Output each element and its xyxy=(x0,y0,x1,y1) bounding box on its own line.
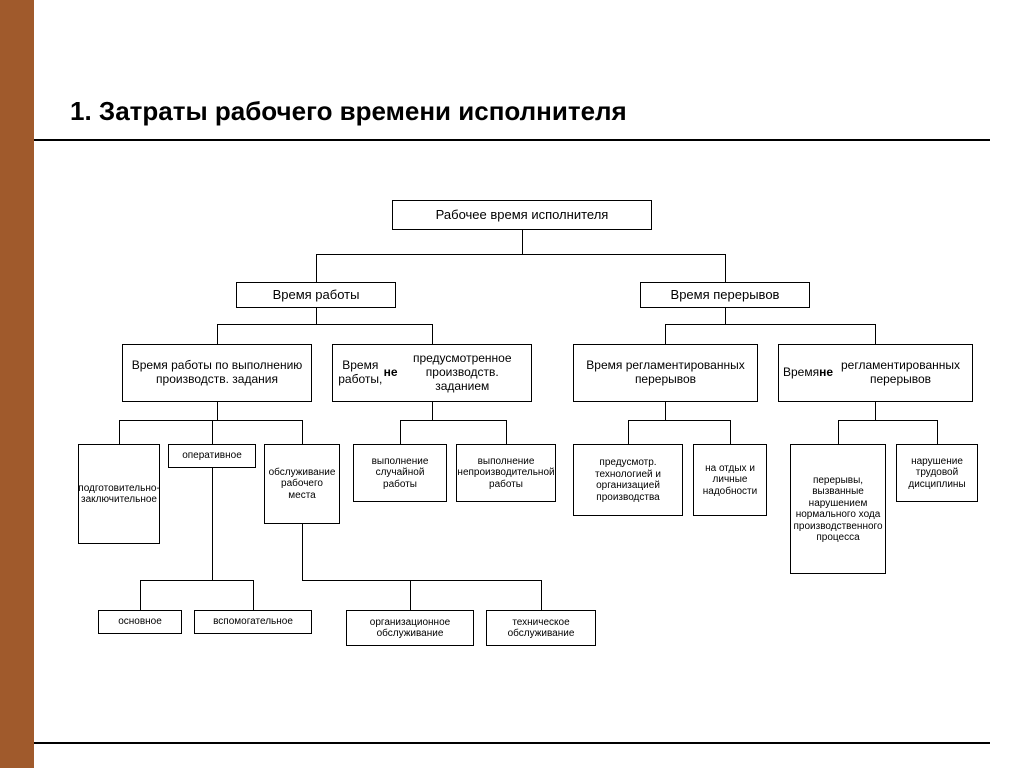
node-w_task: Время работы по выполнению производств. … xyxy=(122,344,312,402)
node-work: Время работы xyxy=(236,282,396,308)
connector xyxy=(875,402,876,420)
connector xyxy=(730,420,731,444)
connector xyxy=(432,324,433,344)
connector xyxy=(665,324,666,344)
connector xyxy=(316,254,317,282)
connector xyxy=(875,324,876,344)
connector xyxy=(212,420,213,444)
connector xyxy=(316,308,317,324)
connector xyxy=(217,324,432,325)
node-serv: обслуживание рабочего места xyxy=(264,444,340,524)
connector xyxy=(316,254,725,255)
node-b_reg: Время регламентированных перерывов xyxy=(573,344,758,402)
node-b_nreg: Время нерегламентированных перерывов xyxy=(778,344,973,402)
connector xyxy=(725,308,726,324)
connector xyxy=(400,420,401,444)
connector xyxy=(838,420,839,444)
node-rnd: выполнение случайной работы xyxy=(353,444,447,502)
connector xyxy=(217,402,218,420)
node-orgsrv: организационное обслуживание xyxy=(346,610,474,646)
node-basic: основное xyxy=(98,610,182,634)
connector xyxy=(119,420,120,444)
connector xyxy=(410,580,411,610)
rule-bottom xyxy=(34,742,990,744)
connector xyxy=(400,420,506,421)
connector xyxy=(838,420,937,421)
connector xyxy=(937,420,938,444)
node-w_not: Время работы, не предусмотренное произво… xyxy=(332,344,532,402)
connector xyxy=(302,580,541,581)
connector xyxy=(140,580,141,610)
node-oper: оперативное xyxy=(168,444,256,468)
connector xyxy=(628,420,730,421)
connector xyxy=(119,420,302,421)
node-prep: подготовительно-заключительное xyxy=(78,444,160,544)
slide-title: 1. Затраты рабочего времени исполнителя xyxy=(70,96,627,127)
connector xyxy=(506,420,507,444)
node-aux: вспомогательное xyxy=(194,610,312,634)
connector xyxy=(665,402,666,420)
connector xyxy=(212,468,213,580)
slide-sidebar xyxy=(0,0,34,768)
connector xyxy=(302,420,303,444)
node-tech: предусмотр. технологией и организацией п… xyxy=(573,444,683,516)
node-root: Рабочее время исполнителя xyxy=(392,200,652,230)
connector xyxy=(432,402,433,420)
connector xyxy=(522,230,523,254)
node-nprod: выполнение непроизводительной работы xyxy=(456,444,556,502)
connector xyxy=(140,580,253,581)
node-tecsrv: техническое обслуживание xyxy=(486,610,596,646)
node-rest: на отдых и личные надобности xyxy=(693,444,767,516)
connector xyxy=(541,580,542,610)
connector xyxy=(302,524,303,580)
node-disc: нарушение трудовой дисциплины xyxy=(896,444,978,502)
connector xyxy=(665,324,875,325)
connector xyxy=(217,324,218,344)
node-breaks: Время перерывов xyxy=(640,282,810,308)
rule-top xyxy=(34,139,990,141)
connector xyxy=(628,420,629,444)
node-fail: перерывы, вызванные нарушением нормально… xyxy=(790,444,886,574)
connector xyxy=(725,254,726,282)
connector xyxy=(253,580,254,610)
